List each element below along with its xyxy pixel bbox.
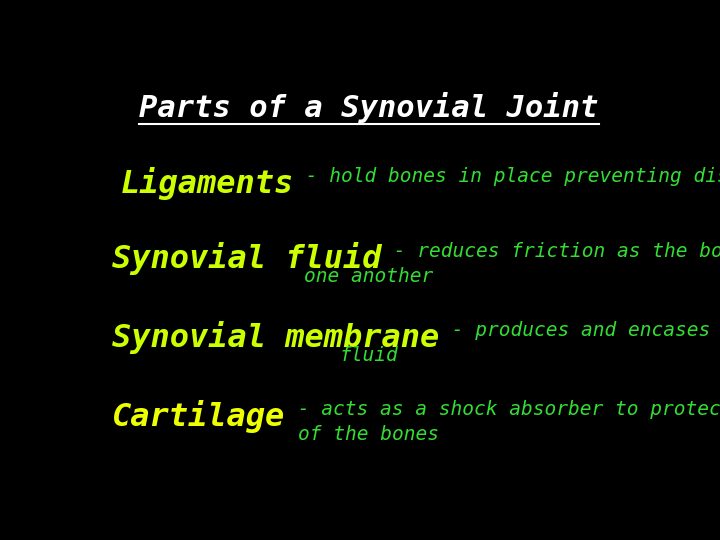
Text: Cartilage: Cartilage (112, 400, 286, 433)
Text: fluid: fluid (340, 346, 398, 365)
Text: of the bones: of the bones (299, 424, 439, 444)
Text: - produces and encases the synovial: - produces and encases the synovial (440, 321, 720, 340)
Text: - acts as a shock absorber to protect the ends: - acts as a shock absorber to protect th… (286, 400, 720, 419)
Text: Synovial fluid: Synovial fluid (112, 241, 382, 274)
Text: - hold bones in place preventing dislocation: - hold bones in place preventing disloca… (294, 167, 720, 186)
Text: Parts of a Synovial Joint: Parts of a Synovial Joint (139, 92, 599, 123)
Text: - reduces friction as the bones slide across: - reduces friction as the bones slide ac… (382, 241, 720, 260)
Text: Synovial membrane: Synovial membrane (112, 321, 440, 354)
Text: one another: one another (305, 267, 433, 286)
Text: Ligaments: Ligaments (121, 167, 294, 200)
